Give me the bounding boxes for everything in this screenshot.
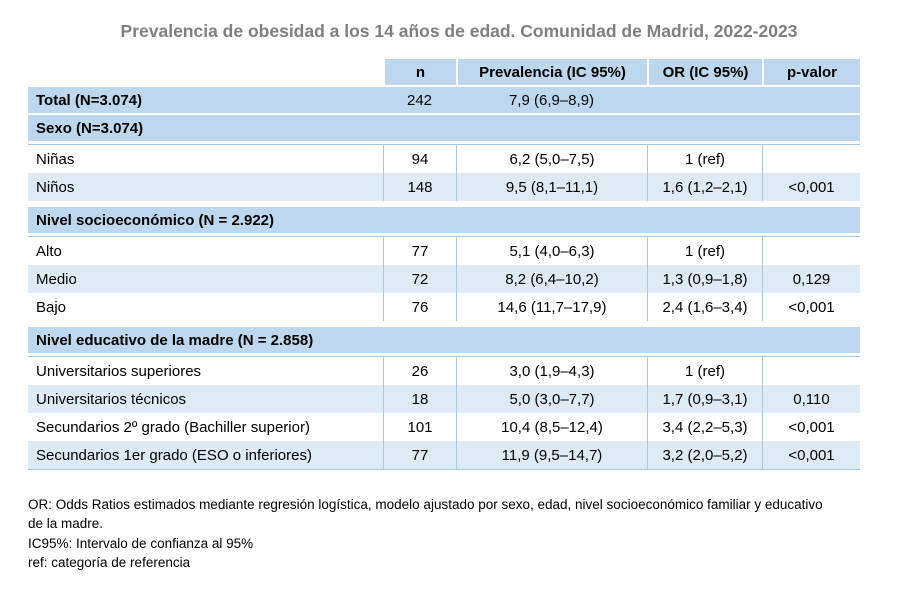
row-label-cell: Universitarios superiores [28,357,383,385]
p-valor-cell [762,145,860,173]
table-row: Universitarios técnicos 18 5,0 (3,0–7,7)… [28,385,860,413]
table-row: Alto 77 5,1 (4,0–6,3) 1 (ref) [28,236,860,265]
row-label-cell: Secundarios 1er grado (ESO o inferiores) [28,441,383,469]
n-cell: 26 [383,357,456,385]
page-title: Prevalencia de obesidad a los 14 años de… [120,21,798,41]
p-valor-cell [762,87,860,113]
p-valor-cell: <0,001 [762,441,860,469]
or-cell: 1 (ref) [647,145,762,173]
header-or-cell: OR (IC 95%) [647,59,762,85]
table-row: Universitarios superiores 26 3,0 (1,9–4,… [28,356,860,385]
n-cell: 242 [383,87,456,113]
p-valor-cell: <0,001 [762,413,860,441]
prevalencia-cell: 5,0 (3,0–7,7) [456,385,647,413]
section-label-cell: Nivel educativo de la madre (N = 2.858) [28,327,860,353]
prevalencia-cell: 7,9 (6,9–8,9) [456,87,647,113]
row-label-cell: Secundarios 2º grado (Bachiller superior… [28,413,383,441]
row-label-cell: Niños [28,173,383,201]
row-label-cell: Total (N=3.074) [28,87,383,113]
table-row: Medio 72 8,2 (6,4–10,2) 1,3 (0,9–1,8) 0,… [28,265,860,293]
n-cell: 72 [383,265,456,293]
table-section-row: Nivel socioeconómico (N = 2.922) [28,207,860,233]
row-label-cell: Alto [28,237,383,265]
prevalencia-cell: 9,5 (8,1–11,1) [456,173,647,201]
footnote-or: OR: Odds Ratios estimados mediante regre… [28,497,823,531]
section-label-cell: Nivel socioeconómico (N = 2.922) [28,207,860,233]
table-section-row: Sexo (N=3.074) [28,115,860,141]
table-header-row: n Prevalencia (IC 95%) OR (IC 95%) p-val… [28,59,860,85]
section-label-cell: Sexo (N=3.074) [28,115,860,141]
or-cell: 1 (ref) [647,237,762,265]
prevalencia-cell: 6,2 (5,0–7,5) [456,145,647,173]
header-n-cell: n [383,59,456,85]
or-cell: 1,3 (0,9–1,8) [647,265,762,293]
table-row: Bajo 76 14,6 (11,7–17,9) 2,4 (1,6–3,4) <… [28,293,860,321]
header-empty-cell [28,59,383,85]
row-label-cell: Niñas [28,145,383,173]
p-valor-cell: <0,001 [762,173,860,201]
row-label-cell: Universitarios técnicos [28,385,383,413]
footnote-ic95: IC95%: Intervalo de confianza al 95% [28,536,254,551]
or-cell: 1,6 (1,2–2,1) [647,173,762,201]
footnotes: OR: Odds Ratios estimados mediante regre… [28,495,828,572]
n-cell: 77 [383,237,456,265]
p-valor-cell [762,357,860,385]
prevalencia-cell: 8,2 (6,4–10,2) [456,265,647,293]
prevalencia-cell: 3,0 (1,9–4,3) [456,357,647,385]
or-cell: 1 (ref) [647,357,762,385]
table-body: Total (N=3.074) 242 7,9 (6,9–8,9) Sexo (… [28,87,860,470]
or-cell: 1,7 (0,9–3,1) [647,385,762,413]
prevalencia-cell: 10,4 (8,5–12,4) [456,413,647,441]
row-label-cell: Medio [28,265,383,293]
n-cell: 101 [383,413,456,441]
table-row: Niñas 94 6,2 (5,0–7,5) 1 (ref) [28,144,860,173]
prevalencia-cell: 11,9 (9,5–14,7) [456,441,647,469]
or-cell [647,87,762,113]
results-table: n Prevalencia (IC 95%) OR (IC 95%) p-val… [28,59,860,470]
or-cell: 2,4 (1,6–3,4) [647,293,762,321]
table-row: Secundarios 1er grado (ESO o inferiores)… [28,441,860,470]
footnote-ref: ref: categoría de referencia [28,555,191,570]
header-prevalencia-cell: Prevalencia (IC 95%) [456,59,647,85]
n-cell: 148 [383,173,456,201]
or-cell: 3,4 (2,2–5,3) [647,413,762,441]
p-valor-cell: 0,110 [762,385,860,413]
row-label-cell: Bajo [28,293,383,321]
header-p-valor-cell: p-valor [762,59,860,85]
p-valor-cell [762,237,860,265]
prevalencia-cell: 14,6 (11,7–17,9) [456,293,647,321]
n-cell: 77 [383,441,456,469]
p-valor-cell: <0,001 [762,293,860,321]
table-row: Secundarios 2º grado (Bachiller superior… [28,413,860,441]
or-cell: 3,2 (2,0–5,2) [647,441,762,469]
table-row: Niños 148 9,5 (8,1–11,1) 1,6 (1,2–2,1) <… [28,173,860,201]
p-valor-cell: 0,129 [762,265,860,293]
n-cell: 18 [383,385,456,413]
table-total-row: Total (N=3.074) 242 7,9 (6,9–8,9) [28,87,860,113]
prevalencia-cell: 5,1 (4,0–6,3) [456,237,647,265]
table-section-row: Nivel educativo de la madre (N = 2.858) [28,327,860,353]
n-cell: 76 [383,293,456,321]
n-cell: 94 [383,145,456,173]
